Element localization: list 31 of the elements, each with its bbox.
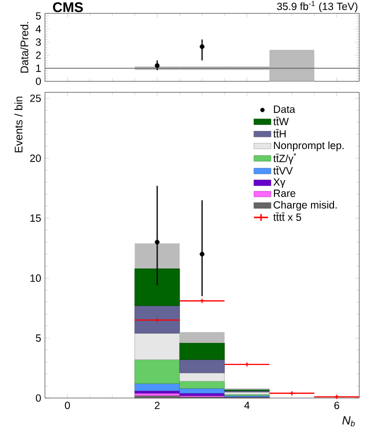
y-axis-title: Events / bin: [14, 96, 23, 152]
y-tick-label: 10: [30, 274, 42, 282]
legend-label: tt̄tt̄ x 5: [273, 212, 302, 221]
x-tick-label: 2: [154, 402, 160, 410]
x-tick-label: 0: [65, 402, 70, 410]
y-tick-label: 20: [30, 154, 42, 162]
legend-label: tt̄Z/γ$^{*}$: [273, 153, 296, 164]
legend-label: Rare: [274, 190, 296, 197]
y-tick-label: 5: [36, 334, 41, 342]
x-axis-title: N$_{b}$: [342, 416, 355, 426]
chart-title: CMS: [53, 2, 84, 12]
x-tick-label: 4: [244, 402, 250, 409]
y-tick-label: 0: [36, 394, 42, 402]
legend-label: Xγ: [274, 178, 286, 188]
y-tick-label: 25: [30, 94, 41, 102]
chart-subtitle: 35.9 fb$^{-1}$ (13 TeV): [277, 0, 358, 12]
legend-label: tt̄VV: [273, 166, 293, 174]
legend-label: Data: [274, 106, 296, 113]
y-tick-label: 4: [36, 25, 42, 33]
y-axis-title: Data/Pred.: [20, 22, 28, 73]
y-tick-label: 0: [36, 78, 42, 85]
y-tick-label: 2: [36, 52, 41, 59]
y-tick-label: 1: [36, 64, 41, 72]
legend-label: Nonprompt lep.: [274, 141, 344, 152]
x-tick-label: 6: [334, 402, 340, 410]
legend-label: tt̄W: [273, 116, 289, 126]
legend-label: tt̄H: [273, 129, 286, 138]
y-tick-label: 5: [36, 12, 41, 20]
y-tick-label: 3: [36, 38, 41, 46]
legend-label: Charge misid.: [274, 200, 337, 211]
y-tick-label: 15: [30, 214, 41, 222]
